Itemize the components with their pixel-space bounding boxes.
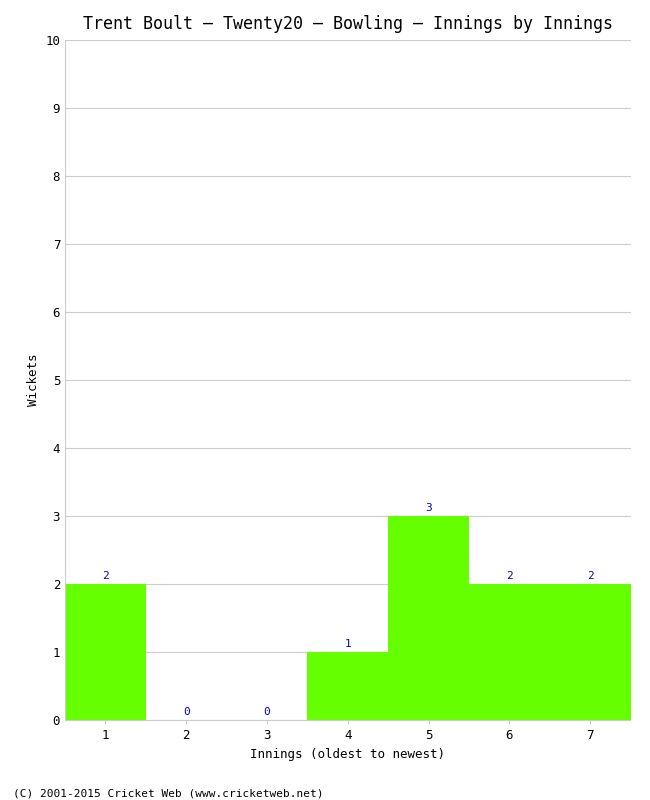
Text: 2: 2 bbox=[102, 570, 109, 581]
Bar bbox=[550, 584, 630, 720]
Text: 0: 0 bbox=[183, 706, 190, 717]
Text: 1: 1 bbox=[344, 638, 351, 649]
Bar bbox=[388, 516, 469, 720]
Bar bbox=[469, 584, 550, 720]
Bar bbox=[65, 584, 146, 720]
Text: 0: 0 bbox=[264, 706, 270, 717]
Text: (C) 2001-2015 Cricket Web (www.cricketweb.net): (C) 2001-2015 Cricket Web (www.cricketwe… bbox=[13, 788, 324, 798]
Y-axis label: Wickets: Wickets bbox=[27, 354, 40, 406]
X-axis label: Innings (oldest to newest): Innings (oldest to newest) bbox=[250, 747, 445, 761]
Text: 2: 2 bbox=[587, 570, 593, 581]
Text: 2: 2 bbox=[506, 570, 513, 581]
Bar bbox=[307, 652, 388, 720]
Text: 3: 3 bbox=[425, 502, 432, 513]
Title: Trent Boult – Twenty20 – Bowling – Innings by Innings: Trent Boult – Twenty20 – Bowling – Innin… bbox=[83, 15, 613, 33]
